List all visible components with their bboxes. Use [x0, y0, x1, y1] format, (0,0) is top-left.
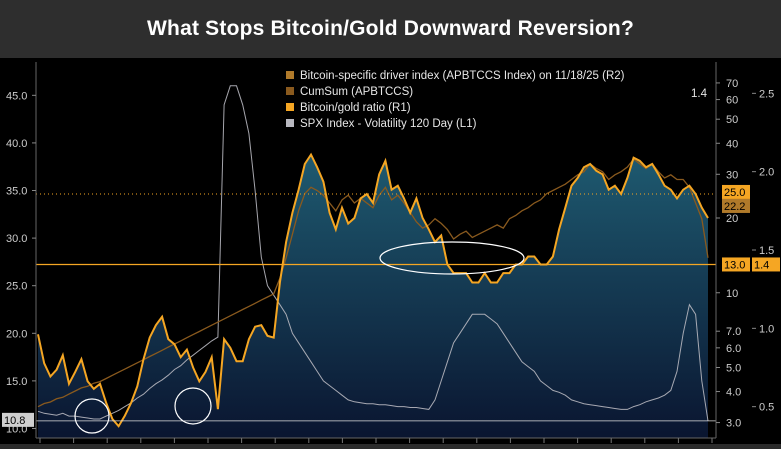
title-bar: What Stops Bitcoin/Gold Downward Reversi…: [0, 0, 781, 58]
driver-last-label-bg: [752, 257, 780, 272]
left-tick-label: 35.0: [6, 186, 27, 198]
left-tick-label: 15.0: [6, 376, 27, 388]
left-tick-label: 45.0: [6, 90, 27, 102]
series-line-bitcoin-gold-ratio: [37, 152, 709, 428]
chart-title: What Stops Bitcoin/Gold Downward Reversi…: [147, 17, 634, 40]
upper-a-label-bg: [722, 184, 750, 199]
series-line-spx-volatility: [37, 85, 709, 421]
left-tick-label: 30.0: [6, 233, 27, 245]
left-tick-label: 25.0: [6, 281, 27, 293]
right1-tick-label: 70: [726, 78, 738, 90]
value-labels-layer: 10.8 13.0 1.4 25.0 22.2: [2, 184, 780, 427]
upper-a-label: 25.0: [724, 187, 745, 199]
right2-tick-label: 1.0: [759, 323, 774, 335]
left-tick-label: 40.0: [6, 138, 27, 150]
level-lines-layer: [36, 193, 716, 434]
series-lines-layer: [37, 85, 709, 428]
legend: Bitcoin-specific driver index (APBTCCS I…: [286, 70, 708, 130]
right1-tick-label: 10: [726, 288, 738, 300]
right1-tick-label: 30: [726, 169, 738, 181]
legend-entry-label: Bitcoin-specific driver index (APBTCCS I…: [300, 70, 625, 82]
annotation-circle-left: [74, 398, 110, 434]
spx-last-label-bg: [2, 412, 34, 427]
chart-svg: 10.015.020.025.030.035.040.045.03.04.05.…: [2, 62, 780, 443]
legend-entry-value: 1.4: [691, 88, 708, 100]
right2-tick-label: 1.5: [759, 245, 774, 257]
right2-tick-label: 0.5: [759, 402, 774, 414]
ratio-last-label-bg: [722, 257, 750, 272]
left-tick-label: 20.0: [6, 328, 27, 340]
ratio-area-layer: [38, 154, 708, 438]
right1-tick-label: 40: [726, 138, 738, 150]
annotation-ellipse: [379, 241, 525, 275]
right1-tick-label: 7.0: [726, 326, 741, 338]
right1-tick-label: 4.0: [726, 387, 741, 399]
legend-swatch: [286, 71, 294, 79]
ratio-last-label: 13.0: [724, 259, 745, 271]
chart-area: 10.0 15.0 20.0 25.0 30.0 35.0 40.0 45.0 3.0 4.0 5.…: [0, 58, 781, 444]
legend-entry-label: Bitcoin/gold ratio (R1): [300, 102, 411, 114]
legend-entry-label: SPX Index - Volatility 120 Day (L1): [300, 118, 477, 130]
right2-tick-label: 2.5: [759, 88, 774, 100]
upper-b-label-bg: [722, 198, 750, 213]
upper-b-label: 22.2: [724, 201, 745, 213]
legend-swatch: [286, 119, 294, 127]
right1-tick-label: 50: [726, 114, 738, 126]
driver-last-label: 1.4: [754, 259, 769, 271]
right1-tick-label: 60: [726, 95, 738, 107]
legend-swatch: [286, 103, 294, 111]
right1-tick-label: 5.0: [726, 362, 741, 374]
annotation-circle-right: [174, 387, 212, 425]
legend-swatch: [286, 87, 294, 95]
right1-tick-label: 3.0: [726, 418, 741, 430]
series-line-cumsum: [37, 158, 709, 408]
right1-tick-label: 20: [726, 213, 738, 225]
right2-tick-label: 2.0: [759, 167, 774, 179]
right1-tick-label: 6.0: [726, 343, 741, 355]
legend-entry-label: CumSum (APBTCCS): [300, 86, 413, 98]
ratio-area-fill: [38, 154, 708, 438]
spx-last-label: 10.8: [4, 415, 25, 427]
